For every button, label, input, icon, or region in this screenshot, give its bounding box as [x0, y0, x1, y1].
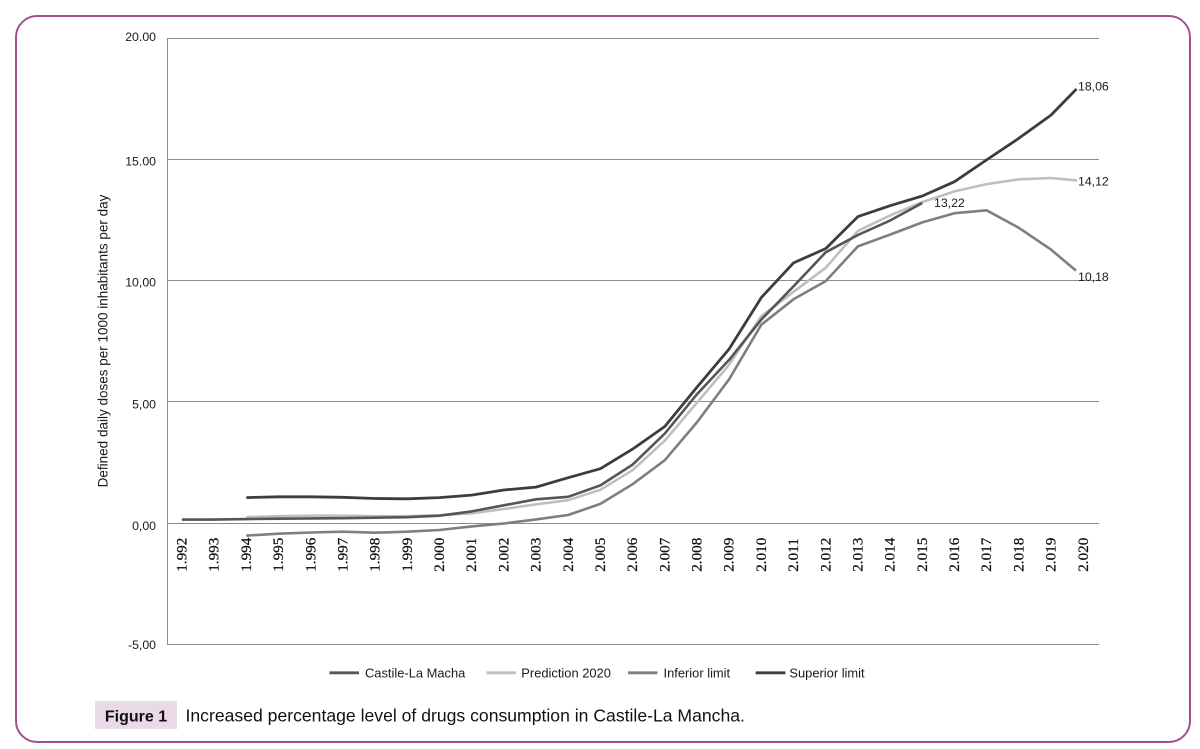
- svg-text:2.004: 2.004: [560, 537, 577, 572]
- svg-text:10,18: 10,18: [1078, 270, 1109, 284]
- svg-text:2.006: 2.006: [624, 537, 641, 572]
- svg-text:1.998: 1.998: [367, 537, 384, 572]
- svg-text:Inferior limit: Inferior limit: [664, 665, 731, 680]
- svg-text:Figure 1: Figure 1: [105, 709, 167, 726]
- svg-text:Increased percentage level of: Increased percentage level of drugs cons…: [186, 706, 745, 726]
- svg-text:2.002: 2.002: [495, 538, 512, 572]
- svg-text:1.999: 1.999: [399, 538, 416, 572]
- svg-text:20.00: 20.00: [125, 30, 156, 44]
- svg-text:2.018: 2.018: [1010, 537, 1027, 572]
- svg-text:1.993: 1.993: [206, 538, 223, 572]
- svg-text:2.013: 2.013: [850, 538, 867, 572]
- svg-text:5,00: 5,00: [132, 398, 156, 412]
- svg-text:15.00: 15.00: [125, 155, 156, 169]
- svg-text:Defined daily doses per 1000 i: Defined daily doses per 1000 inhabitants…: [96, 194, 111, 487]
- svg-text:Castile-La Macha: Castile-La Macha: [365, 665, 466, 680]
- svg-text:2.008: 2.008: [689, 537, 706, 572]
- svg-text:2.007: 2.007: [656, 537, 673, 572]
- svg-text:2.005: 2.005: [592, 538, 609, 572]
- svg-text:2.009: 2.009: [721, 538, 738, 572]
- svg-text:1.994: 1.994: [238, 537, 255, 572]
- svg-text:Superior limit: Superior limit: [789, 665, 865, 680]
- svg-text:2.010: 2.010: [753, 537, 770, 572]
- svg-text:13,22: 13,22: [934, 196, 965, 210]
- svg-text:10,00: 10,00: [125, 276, 156, 290]
- svg-text:Prediction 2020: Prediction 2020: [521, 665, 611, 680]
- svg-text:2.011: 2.011: [785, 538, 802, 572]
- svg-text:2.003: 2.003: [528, 538, 545, 572]
- svg-text:2.017: 2.017: [978, 537, 995, 572]
- svg-text:1.997: 1.997: [335, 537, 352, 572]
- svg-text:2.000: 2.000: [431, 537, 448, 572]
- svg-text:2.016: 2.016: [946, 537, 963, 572]
- svg-text:1.995: 1.995: [270, 538, 287, 572]
- svg-text:1.996: 1.996: [302, 537, 319, 572]
- svg-text:0,00: 0,00: [132, 519, 156, 533]
- svg-text:2.015: 2.015: [914, 538, 931, 572]
- svg-text:-5,00: -5,00: [128, 638, 156, 652]
- svg-text:1.992: 1.992: [174, 538, 191, 572]
- svg-text:14,12: 14,12: [1078, 175, 1109, 189]
- svg-text:2.012: 2.012: [817, 538, 834, 572]
- svg-text:2.001: 2.001: [463, 538, 480, 572]
- svg-text:2.019: 2.019: [1043, 538, 1060, 572]
- svg-text:2.014: 2.014: [882, 537, 899, 572]
- svg-text:2.020: 2.020: [1075, 537, 1092, 572]
- svg-text:18,06: 18,06: [1078, 79, 1109, 93]
